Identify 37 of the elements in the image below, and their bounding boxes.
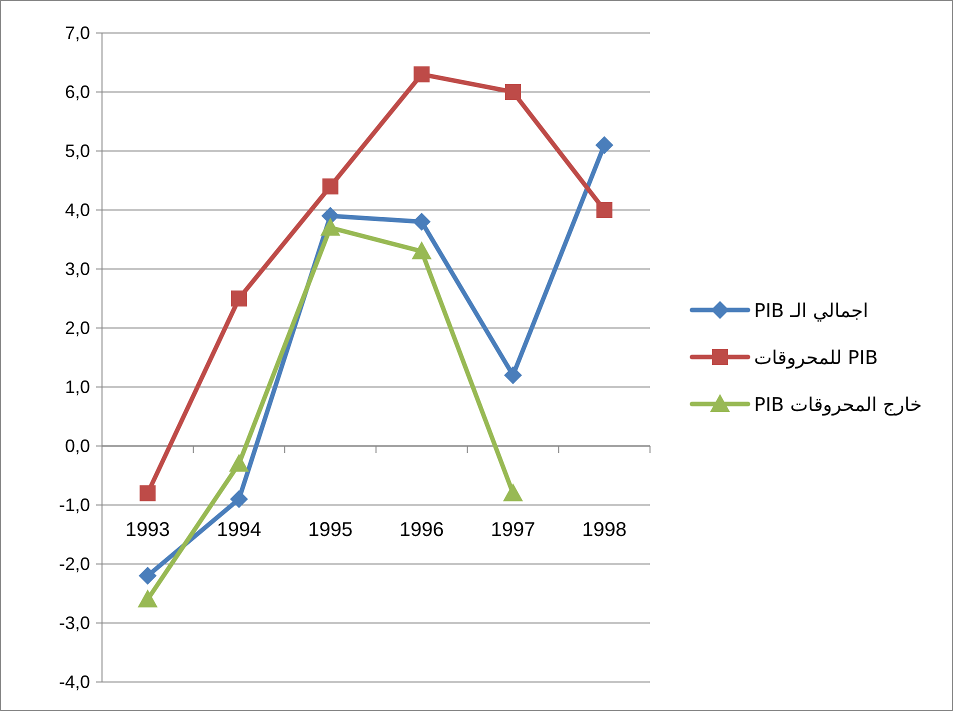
x-tick-label: 1993 xyxy=(125,519,170,541)
point xyxy=(412,212,431,231)
y-tick-label: 1,0 xyxy=(64,377,90,397)
point xyxy=(138,589,158,608)
point xyxy=(230,490,248,508)
point xyxy=(504,366,522,384)
y-tick-label: -4,0 xyxy=(58,672,90,692)
y-tick-label: 7,0 xyxy=(64,23,90,43)
y-tick-label: -2,0 xyxy=(58,554,90,574)
x-tick-label: 1996 xyxy=(399,519,444,541)
point xyxy=(596,202,612,218)
point xyxy=(229,454,249,472)
legend-label: خارج المحروقات PIB xyxy=(754,394,922,416)
point xyxy=(595,136,614,154)
y-tick-label: 6,0 xyxy=(64,82,90,102)
point xyxy=(138,566,157,585)
y-tick-label: -3,0 xyxy=(58,613,90,633)
y-tick-label: 4,0 xyxy=(64,200,90,220)
y-tick-label: -1,0 xyxy=(58,495,90,515)
x-tick-label: 1998 xyxy=(582,519,627,541)
point xyxy=(414,66,430,82)
y-tick-label: 0,0 xyxy=(64,436,90,456)
y-tick-label: 5,0 xyxy=(64,141,90,161)
point xyxy=(140,485,156,502)
y-tick-label: 2,0 xyxy=(64,318,90,338)
point xyxy=(503,483,523,502)
point xyxy=(505,84,521,100)
x-tick-label: 1995 xyxy=(308,519,353,541)
legend-label: PIB للمحروقات xyxy=(754,347,878,369)
x-tick-label: 1997 xyxy=(490,519,536,541)
x-tick-label: 1994 xyxy=(216,519,262,541)
point xyxy=(412,241,432,260)
point xyxy=(231,290,247,306)
legend-label: اجمالي الـ PIB xyxy=(754,300,868,322)
point xyxy=(322,178,338,194)
y-tick-label: 3,0 xyxy=(64,259,90,279)
point xyxy=(320,218,340,236)
